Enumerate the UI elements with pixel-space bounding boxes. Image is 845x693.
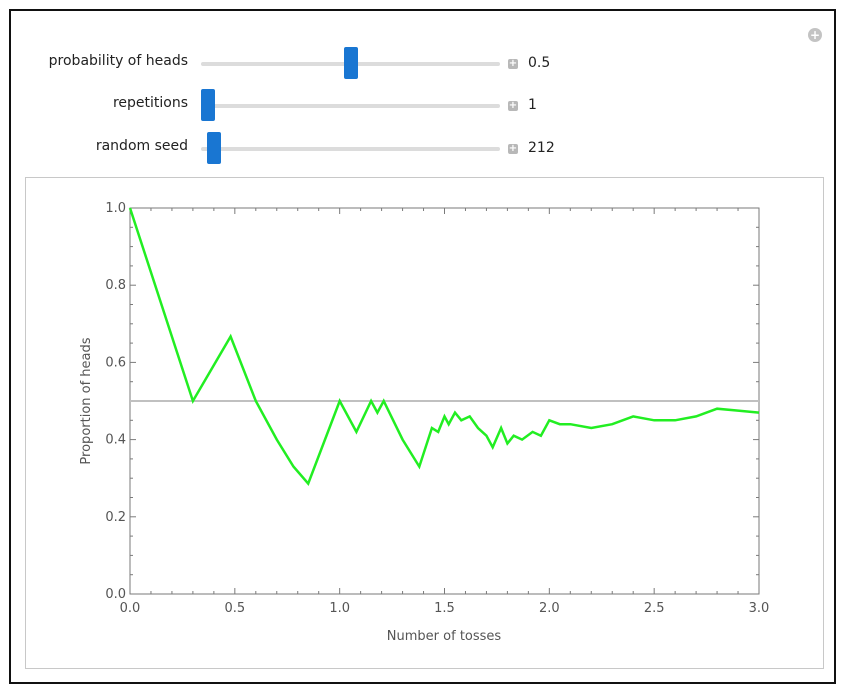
slider-thumb-probability[interactable] [343, 47, 358, 79]
y-tick-label: 0.4 [105, 433, 126, 448]
value-repetitions: 1 [528, 97, 537, 113]
y-axis-label: Proportion of heads [79, 337, 94, 464]
slider-track-repetitions[interactable] [201, 104, 500, 108]
plus-square-icon[interactable]: + [508, 143, 518, 154]
control-label-probability: probability of heads [48, 53, 188, 69]
x-tick-label: 1.0 [329, 601, 350, 616]
x-tick-label: 2.0 [539, 601, 560, 616]
plus-square-icon[interactable]: + [508, 58, 518, 69]
plus-square-icon[interactable]: + [508, 100, 518, 111]
control-label-random-seed: random seed [95, 138, 188, 154]
y-tick-label: 0.6 [105, 355, 126, 370]
y-tick-label: 1.0 [105, 201, 126, 216]
plus-circle-icon[interactable]: + [808, 28, 822, 42]
slider-thumb-random-seed[interactable] [206, 132, 221, 164]
value-random-seed: 212 [528, 140, 555, 156]
y-tick-label: 0.2 [105, 510, 126, 525]
slider-thumb-repetitions[interactable] [201, 89, 215, 121]
plot-panel [25, 177, 824, 669]
y-tick-label: 0.0 [105, 587, 126, 602]
series-line-proportion [128, 207, 760, 486]
slider-track-random-seed[interactable] [201, 147, 500, 151]
x-tick-label: 0.5 [224, 601, 245, 616]
x-tick-label: 3.0 [749, 601, 770, 616]
value-probability: 0.5 [528, 55, 551, 71]
x-tick-label: 0.0 [120, 601, 141, 616]
x-tick-label: 1.5 [434, 601, 455, 616]
control-label-repetitions: repetitions [112, 95, 188, 111]
x-tick-label: 2.5 [644, 601, 665, 616]
x-axis-label: Number of tosses [387, 629, 502, 644]
y-tick-label: 0.8 [105, 278, 126, 293]
